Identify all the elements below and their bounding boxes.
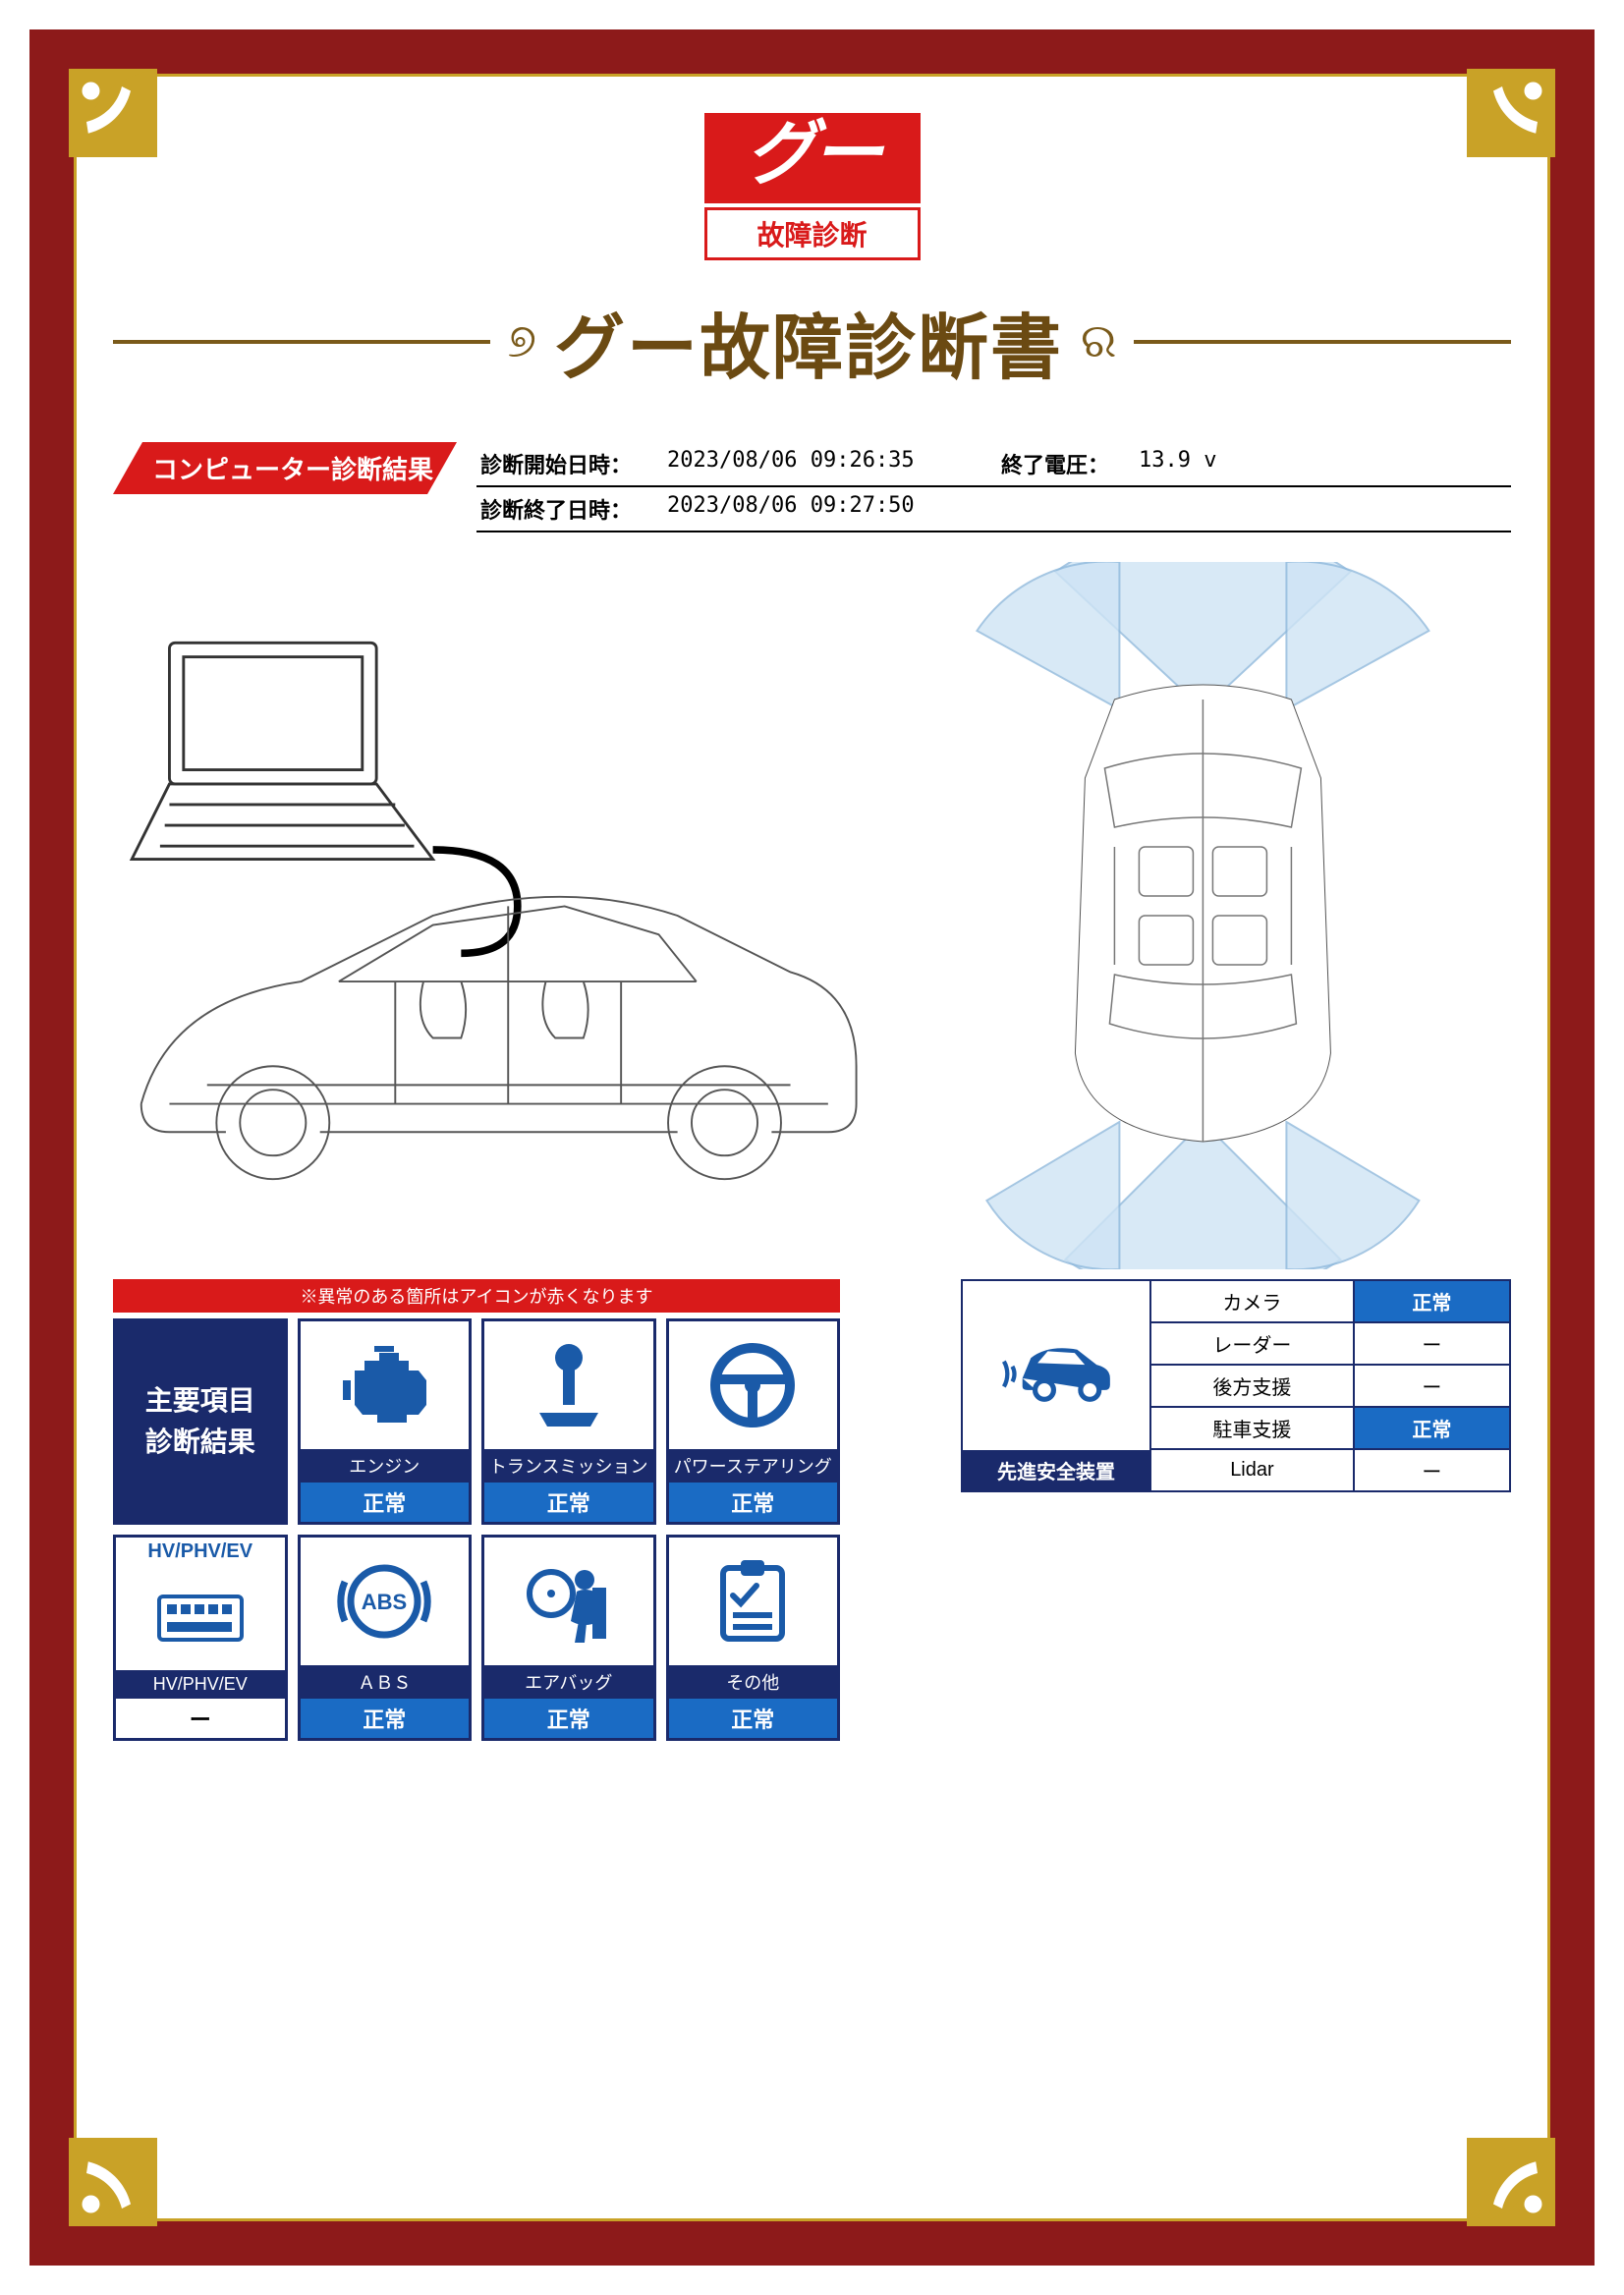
- tile-name: HV/PHV/EV: [116, 1670, 285, 1699]
- diagram-area: [113, 562, 1511, 1269]
- safety-section: 先進安全装置 カメラ 正常 レーダー ー 後方支援 ー 駐車支援 正常 Lida…: [879, 1279, 1511, 1492]
- tile-name: パワーステアリング: [669, 1449, 838, 1483]
- primary-results-grid: ※異常のある箇所はアイコンが赤くなります 主要項目 診断結果 エンジン 正常: [113, 1279, 840, 1741]
- end-time-value: 2023/08/06 09:27:50: [667, 493, 1001, 525]
- safety-row-label: レーダー: [1149, 1323, 1353, 1366]
- tile-status: 正常: [669, 1699, 838, 1738]
- safety-row-value: 正常: [1353, 1408, 1509, 1450]
- airbag-icon: [484, 1538, 653, 1665]
- meta-row-start: 診断開始日時： 2023/08/06 09:26:35 終了電圧： 13.9 v: [476, 442, 1511, 487]
- hv-battery-icon: HV/PHV/EV: [116, 1538, 285, 1670]
- engine-icon: [301, 1321, 470, 1449]
- title-rule-left: [113, 340, 490, 344]
- grid-row-1: 主要項目 診断結果 エンジン 正常 トランスミッション 正常: [113, 1318, 840, 1525]
- tile-name: ＡＢＳ: [301, 1665, 470, 1699]
- steering-icon: [669, 1321, 838, 1449]
- safety-left-col: 先進安全装置: [963, 1281, 1149, 1490]
- meta-table: 診断開始日時： 2023/08/06 09:26:35 終了電圧： 13.9 v…: [476, 442, 1511, 532]
- meta-row-end: 診断終了日時： 2023/08/06 09:27:50: [476, 487, 1511, 532]
- safety-row-value: ー: [1353, 1450, 1509, 1490]
- abs-icon: ABS: [301, 1538, 470, 1665]
- section-header-row: コンピューター診断結果 診断開始日時： 2023/08/06 09:26:35 …: [113, 442, 1511, 532]
- grid-header-line2: 診断結果: [145, 1427, 255, 1457]
- end-time-label: 診断終了日時：: [480, 493, 667, 525]
- tile-status: 正常: [484, 1483, 653, 1522]
- safety-row-value: 正常: [1353, 1281, 1509, 1323]
- title-rule-right: [1134, 340, 1511, 344]
- safety-car-icon: [963, 1281, 1149, 1450]
- tile-engine: エンジン 正常: [298, 1318, 473, 1525]
- safety-header: 先進安全装置: [963, 1450, 1149, 1490]
- tile-name: エアバッグ: [484, 1665, 653, 1699]
- safety-table: カメラ 正常 レーダー ー 後方支援 ー 駐車支援 正常 Lidar ー: [1149, 1281, 1509, 1490]
- tile-status: 正常: [669, 1483, 838, 1522]
- content-area: グー 故障診断 ୭ グー故障診断書 ର コンピューター診断結果 診断開始日時： …: [74, 74, 1550, 2221]
- safety-box: 先進安全装置 カメラ 正常 レーダー ー 後方支援 ー 駐車支援 正常 Lida…: [961, 1279, 1511, 1492]
- tile-status: ー: [116, 1699, 285, 1738]
- svg-text:ABS: ABS: [362, 1590, 407, 1614]
- tile-hv-ev: HV/PHV/EV HV/PHV/EV ー: [113, 1535, 288, 1741]
- ornament-icon: ୭: [508, 318, 536, 365]
- safety-row-value: ー: [1353, 1323, 1509, 1366]
- transmission-icon: [484, 1321, 653, 1449]
- ornament-icon: ର: [1081, 318, 1116, 365]
- tile-status: 正常: [484, 1699, 653, 1738]
- start-time-value: 2023/08/06 09:26:35: [667, 448, 1001, 479]
- results-row: ※異常のある箇所はアイコンが赤くなります 主要項目 診断結果 エンジン 正常: [113, 1279, 1511, 1741]
- tile-name: トランスミッション: [484, 1449, 653, 1483]
- start-time-label: 診断開始日時：: [480, 448, 667, 479]
- tile-power-steering: パワーステアリング 正常: [666, 1318, 841, 1525]
- voltage-label: 終了電圧：: [1001, 448, 1139, 479]
- tile-airbag: エアバッグ 正常: [481, 1535, 656, 1741]
- tile-status: 正常: [301, 1483, 470, 1522]
- section-label: コンピューター診断結果: [113, 442, 457, 494]
- grid-header-tile: 主要項目 診断結果: [113, 1318, 288, 1525]
- safety-row-label: 後方支援: [1149, 1366, 1353, 1408]
- tile-status: 正常: [301, 1699, 470, 1738]
- tile-name: その他: [669, 1665, 838, 1699]
- tile-other: その他 正常: [666, 1535, 841, 1741]
- safety-row-label: Lidar: [1149, 1450, 1353, 1490]
- tile-name: エンジン: [301, 1449, 470, 1483]
- safety-row-label: 駐車支援: [1149, 1408, 1353, 1450]
- grid-header-line1: 主要項目: [145, 1385, 255, 1416]
- document-title: グー故障診断書: [554, 290, 1063, 393]
- title-row: ୭ グー故障診断書 ର: [113, 290, 1511, 393]
- tile-abs: ABS ＡＢＳ 正常: [298, 1535, 473, 1741]
- grid-row-2: HV/PHV/EV HV/PHV/EV ー ABS ＡＢＳ 正常: [113, 1535, 840, 1741]
- checklist-icon: [669, 1538, 838, 1665]
- logo-main: グー: [704, 113, 921, 203]
- notice-bar: ※異常のある箇所はアイコンが赤くなります: [113, 1279, 840, 1313]
- safety-row-value: ー: [1353, 1366, 1509, 1408]
- tile-transmission: トランスミッション 正常: [481, 1318, 656, 1525]
- logo: グー 故障診断: [704, 113, 921, 260]
- hv-text-label: HV/PHV/EV: [147, 1540, 252, 1563]
- car-top-diagram: [895, 562, 1511, 1269]
- logo-sub: 故障診断: [704, 207, 921, 260]
- car-side-diagram: [113, 562, 866, 1269]
- voltage-value: 13.9 v: [1139, 448, 1216, 479]
- safety-row-label: カメラ: [1149, 1281, 1353, 1323]
